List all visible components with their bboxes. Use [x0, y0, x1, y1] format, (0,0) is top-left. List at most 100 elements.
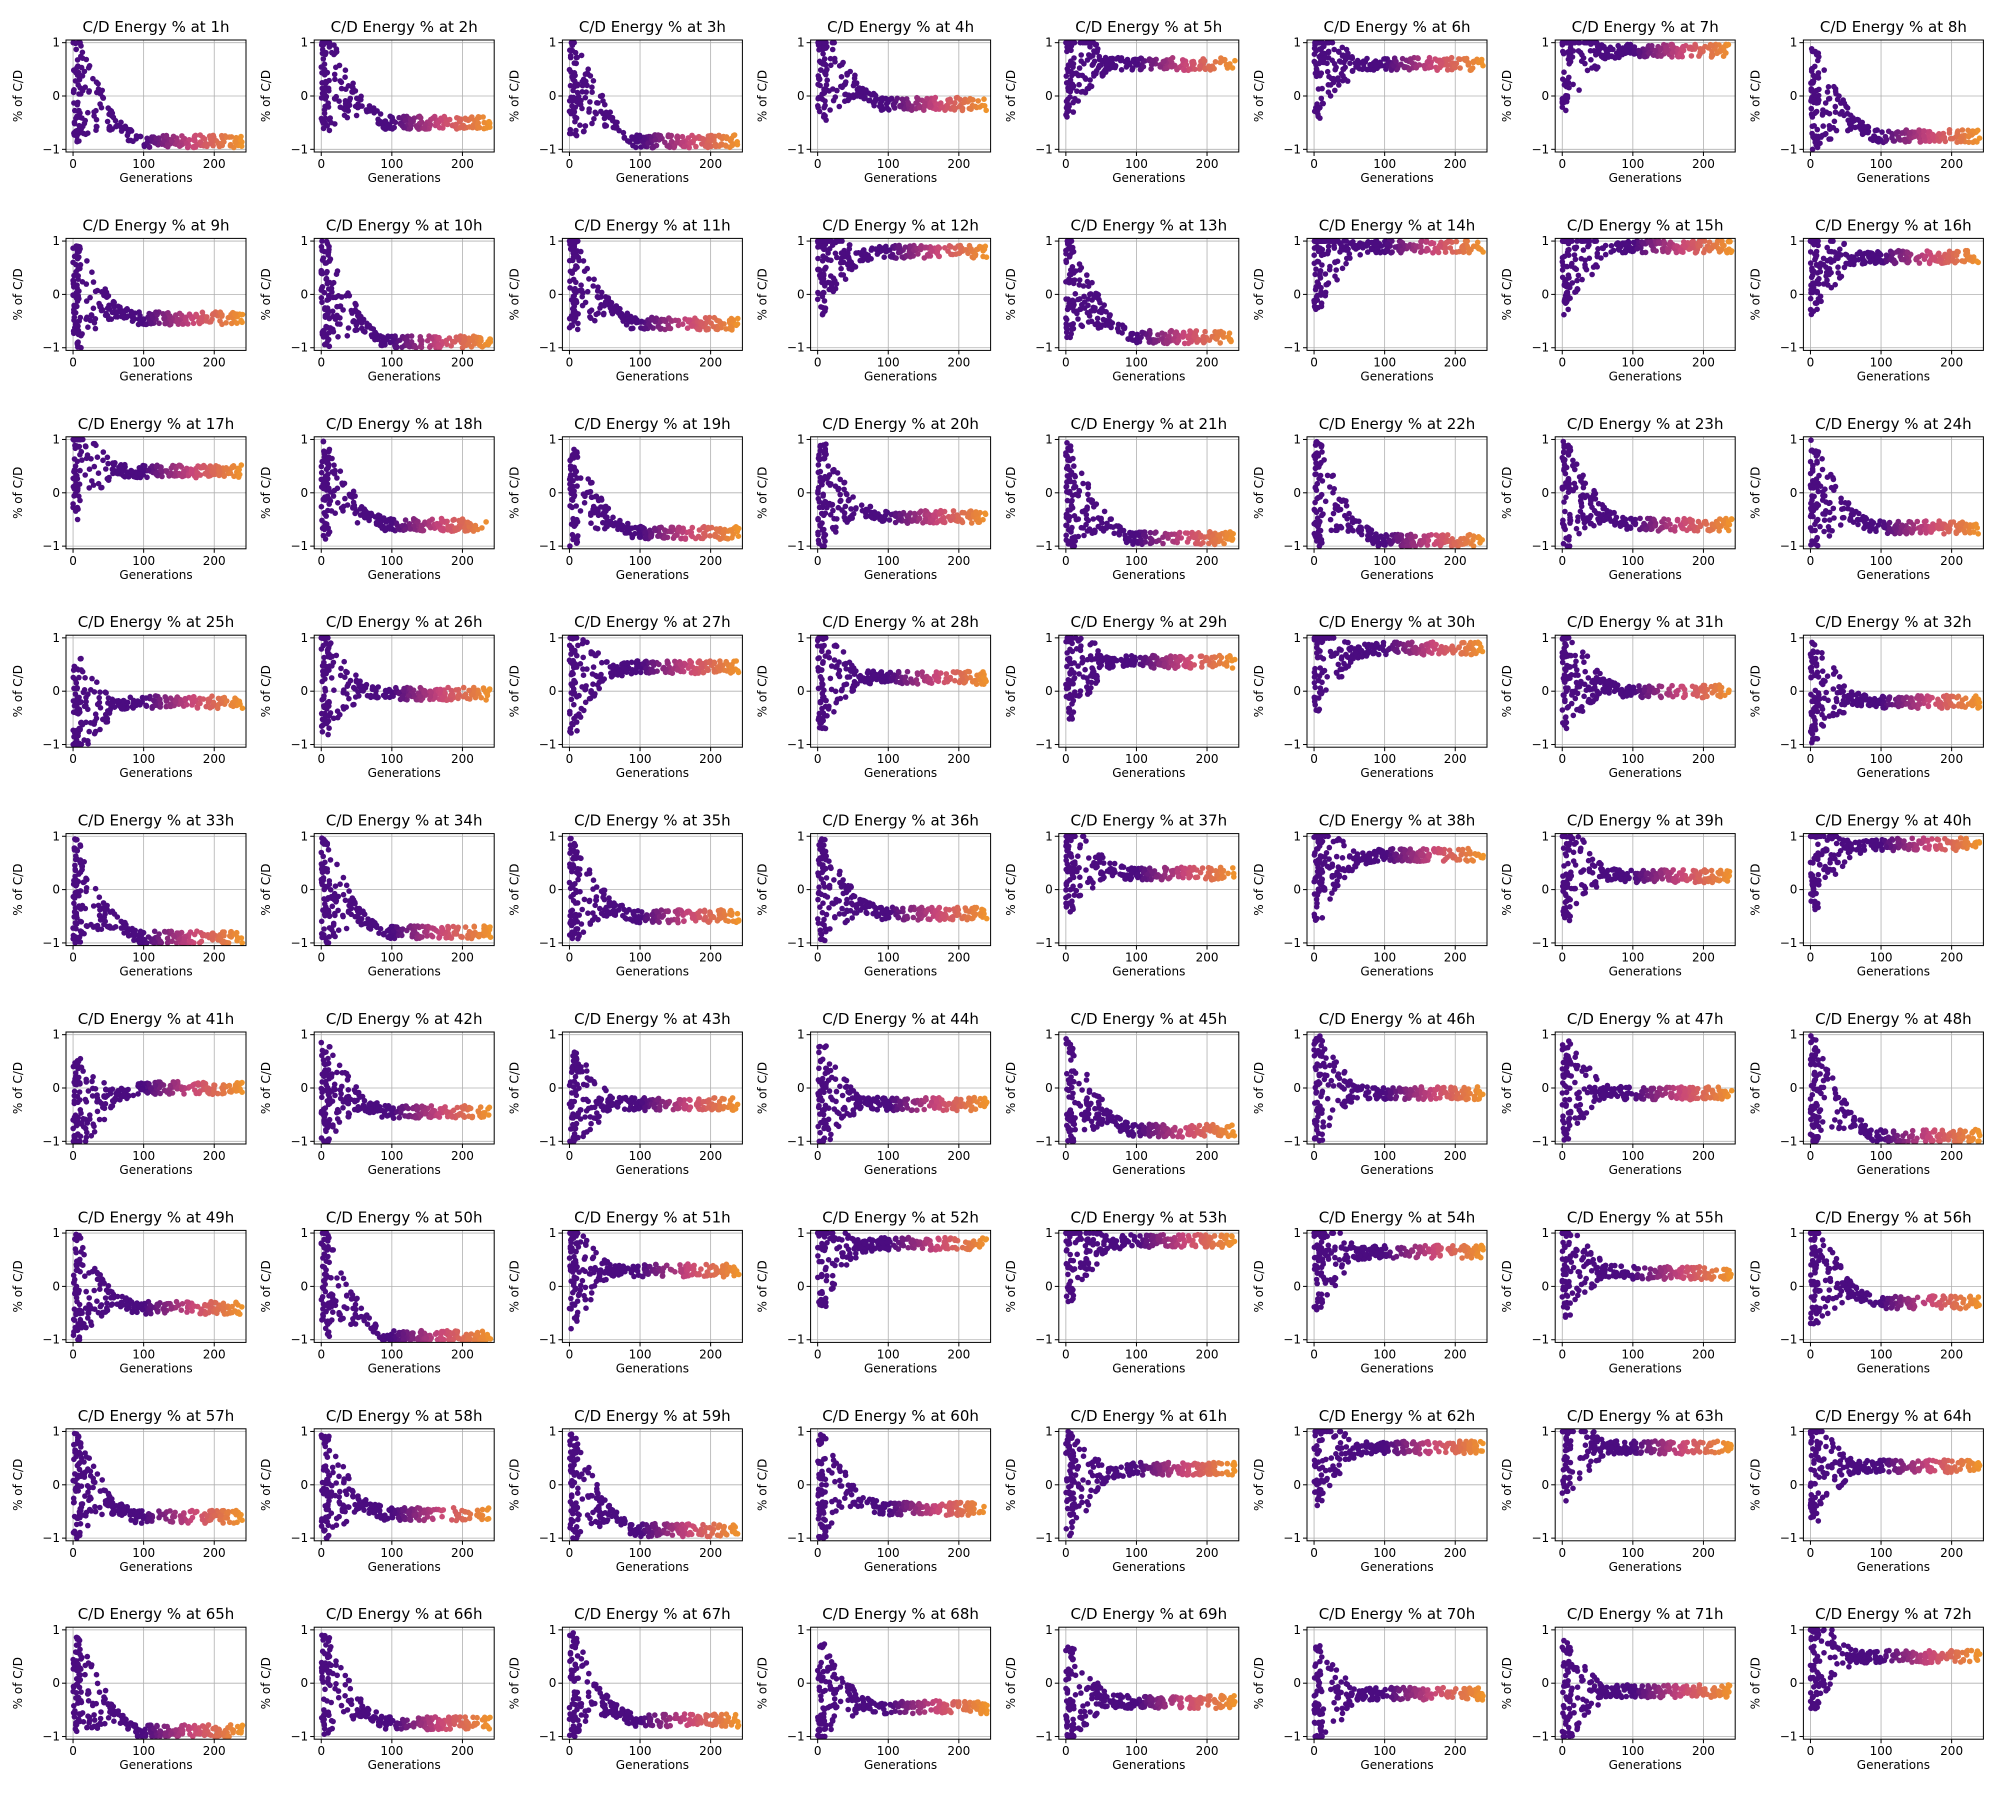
data-point — [1324, 68, 1331, 75]
data-point — [333, 271, 340, 278]
scatter-points — [70, 39, 245, 151]
data-point — [852, 72, 858, 79]
data-point — [963, 247, 969, 253]
data-point — [1321, 55, 1328, 61]
data-point — [332, 294, 339, 301]
data-point — [1139, 329, 1145, 336]
data-point — [1813, 300, 1819, 306]
data-point — [1861, 124, 1868, 130]
data-point — [1812, 251, 1818, 257]
data-point — [1575, 272, 1582, 279]
data-point — [572, 285, 578, 292]
data-point — [1813, 100, 1820, 106]
data-point — [402, 117, 409, 123]
data-point — [1080, 39, 1086, 46]
data-point — [1114, 325, 1121, 332]
y-tick-label: −1 — [1531, 142, 1549, 156]
data-point — [114, 314, 121, 320]
data-point — [815, 103, 821, 109]
data-point — [650, 144, 656, 151]
data-point — [180, 136, 187, 142]
data-point — [75, 39, 82, 46]
data-point — [71, 272, 77, 279]
data-point — [913, 100, 919, 106]
data-point — [223, 465, 229, 471]
data-point — [1838, 273, 1845, 280]
data-point — [323, 270, 330, 276]
data-point — [1826, 110, 1833, 117]
data-point — [1589, 271, 1595, 278]
data-point — [1815, 57, 1821, 64]
data-point — [1561, 297, 1568, 303]
data-point — [820, 51, 826, 57]
data-point — [842, 91, 849, 98]
data-point — [1319, 50, 1326, 56]
data-point — [975, 98, 981, 104]
data-point — [1195, 336, 1202, 343]
data-point — [1201, 58, 1208, 64]
x-axis-label: Generations — [1112, 369, 1185, 383]
data-point — [77, 262, 84, 268]
data-point — [1574, 277, 1580, 284]
data-point — [1174, 66, 1180, 73]
data-point — [1084, 85, 1091, 92]
data-point — [1063, 105, 1070, 111]
data-point — [569, 239, 576, 246]
data-point — [947, 99, 954, 105]
data-point — [672, 317, 679, 324]
data-point — [1106, 313, 1113, 320]
data-point — [612, 125, 619, 131]
scatter-points — [318, 438, 489, 542]
data-point — [1808, 286, 1814, 293]
y-tick-label: 0 — [1790, 287, 1798, 301]
data-point — [1223, 62, 1230, 68]
x-tick-label: 0 — [566, 355, 574, 369]
data-point — [1891, 260, 1898, 267]
data-point — [586, 276, 592, 282]
data-point — [1874, 259, 1880, 265]
data-point — [1832, 109, 1839, 115]
x-tick-label: 100 — [132, 355, 155, 369]
data-point — [1810, 308, 1817, 315]
data-point — [838, 74, 845, 80]
data-point — [1817, 264, 1823, 270]
data-point — [621, 135, 628, 141]
data-point — [1894, 249, 1900, 255]
data-point — [834, 254, 840, 261]
data-point — [382, 118, 389, 124]
data-point — [1069, 246, 1075, 253]
data-point — [165, 144, 171, 150]
data-point — [352, 300, 359, 307]
data-point — [74, 113, 80, 120]
data-point — [1916, 127, 1922, 133]
data-point — [661, 316, 667, 323]
data-point — [453, 121, 459, 128]
data-point — [1809, 146, 1816, 153]
data-point — [232, 139, 239, 146]
data-point — [82, 472, 88, 478]
data-point — [1846, 121, 1853, 127]
data-point — [85, 65, 92, 71]
data-point — [318, 243, 325, 250]
x-axis-label: Generations — [119, 369, 192, 383]
data-point — [1665, 246, 1671, 252]
data-point — [121, 315, 127, 321]
data-point — [1721, 242, 1727, 249]
data-point — [227, 143, 234, 149]
data-point — [734, 321, 741, 327]
data-point — [1338, 243, 1345, 249]
data-point — [85, 109, 91, 116]
data-point — [1564, 249, 1571, 256]
data-point — [1399, 247, 1405, 254]
data-point — [1343, 260, 1349, 267]
data-point — [691, 135, 698, 141]
scatter-points — [566, 39, 741, 151]
data-point — [1708, 245, 1714, 251]
data-point — [602, 101, 608, 108]
data-point — [1831, 257, 1837, 264]
data-point — [179, 473, 186, 480]
data-point — [103, 466, 109, 472]
